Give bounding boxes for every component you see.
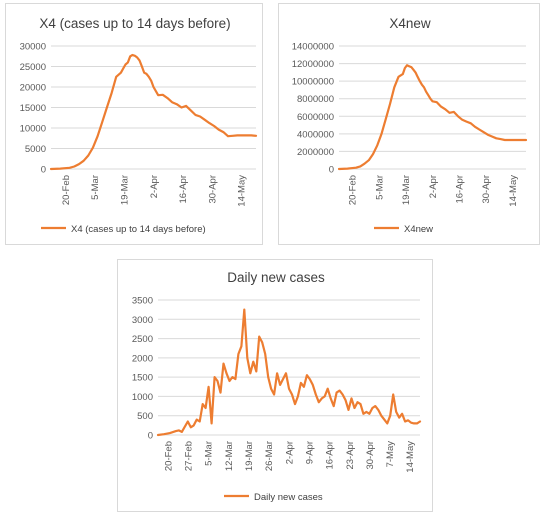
- x4-chart: X4 (cases up to 14 days before) X4 (case…: [20, 16, 258, 235]
- legend-label: Daily new cases: [254, 492, 323, 503]
- y-tick-label: 5000: [25, 144, 46, 155]
- x-tick-label: 5-Mar: [90, 175, 101, 200]
- x-tick-label: 30-Apr: [365, 441, 376, 470]
- x-tick-label: 14-May: [508, 175, 519, 207]
- legend-label: X4 (cases up to 14 days before): [71, 224, 206, 235]
- x-tick-label: 14-May: [405, 441, 416, 473]
- x-tick-label: 19-Mar: [120, 175, 131, 205]
- y-tick-label: 0: [148, 431, 153, 442]
- legend-label: X4new: [404, 224, 433, 235]
- chart-title: X4new: [389, 16, 431, 31]
- y-tick-label: 20000: [20, 83, 46, 94]
- x-tick-label: 9-Apr: [304, 441, 315, 464]
- x-tick-label: 16-Apr: [455, 175, 466, 204]
- x-tick-label: 7-May: [385, 441, 396, 468]
- x-tick-label: 5-Mar: [204, 441, 215, 466]
- y-tick-label: 25000: [20, 62, 46, 73]
- y-tick-label: 4000000: [297, 129, 334, 140]
- series-line: [49, 53, 258, 171]
- x-tick-label: 2-Apr: [428, 175, 439, 198]
- y-tick-label: 6000000: [297, 112, 334, 123]
- y-tick-label: 2000000: [297, 147, 334, 158]
- series-line: [337, 64, 528, 171]
- x-tick-label: 16-Apr: [178, 175, 189, 204]
- x-tick-label: 19-Mar: [244, 441, 255, 471]
- x-tick-label: 27-Feb: [184, 441, 195, 471]
- y-tick-label: 8000000: [297, 94, 334, 105]
- y-tick-label: 15000: [20, 103, 46, 114]
- chart-panel-daily: Daily new cases Daily new cases 0 500 1000…: [117, 259, 433, 512]
- y-tick-label: 12000000: [292, 59, 334, 70]
- y-tick-label: 10000000: [292, 77, 334, 88]
- y-tick-label: 0: [329, 165, 334, 176]
- daily-new-cases-chart: Daily new cases Daily new cases 0 500 1000…: [132, 270, 422, 503]
- y-tick-label: 14000000: [292, 42, 334, 53]
- x-tick-label: 30-Apr: [207, 175, 218, 204]
- x-tick-label: 12-Mar: [224, 441, 235, 471]
- x-tick-label: 2-Apr: [284, 441, 295, 464]
- chart-title: X4 (cases up to 14 days before): [39, 16, 230, 31]
- x-tick-label: 5-Mar: [374, 175, 385, 200]
- y-tick-label: 3000: [132, 315, 153, 326]
- y-tick-label: 30000: [20, 42, 46, 53]
- x-tick-label: 26-Mar: [264, 441, 275, 471]
- x-tick-label: 23-Apr: [345, 441, 356, 470]
- y-tick-label: 0: [41, 165, 46, 176]
- y-tick-label: 10000: [20, 124, 46, 135]
- x-tick-label: 20-Feb: [61, 175, 72, 205]
- chart-title: Daily new cases: [227, 270, 325, 285]
- y-tick-label: 3500: [132, 296, 153, 307]
- y-tick-label: 2500: [132, 334, 153, 345]
- x-tick-label: 30-Apr: [481, 175, 492, 204]
- x-tick-label: 20-Feb: [348, 175, 359, 205]
- series-line: [156, 308, 422, 437]
- x-tick-label: 14-May: [237, 175, 248, 207]
- x4new-chart: X4new X4new 0 2000000 4000000 6000000 800000…: [292, 16, 528, 235]
- y-tick-label: 2000: [132, 353, 153, 364]
- x-tick-label: 20-Feb: [163, 441, 174, 471]
- y-tick-label: 500: [137, 411, 153, 422]
- x-tick-label: 19-Mar: [401, 175, 412, 205]
- x-tick-label: 2-Apr: [149, 175, 160, 198]
- y-tick-label: 1500: [132, 373, 153, 384]
- y-tick-label: 1000: [132, 392, 153, 403]
- x-tick-label: 16-Apr: [325, 441, 336, 470]
- chart-panel-x4new: X4new X4new 0 2000000 4000000 6000000 800000…: [278, 3, 540, 245]
- chart-panel-x4: X4 (cases up to 14 days before) X4 (case…: [5, 3, 263, 245]
